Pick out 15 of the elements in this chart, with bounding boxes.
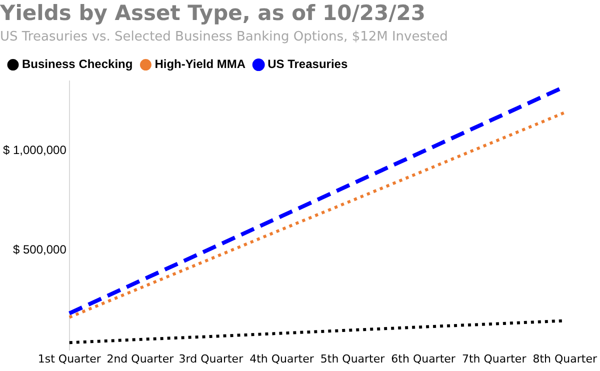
x-tick-label: 4th Quarter bbox=[250, 352, 314, 366]
x-tick-label: 3rd Quarter bbox=[178, 352, 244, 366]
legend-label: US Treasuries bbox=[268, 57, 348, 72]
y-tick-label: $ 1,000,000 bbox=[2, 142, 67, 157]
legend-label: Business Checking bbox=[22, 57, 133, 72]
chart-title: Yields by Asset Type, as of 10/23/23 bbox=[0, 1, 426, 26]
chart-subtitle: US Treasuries vs. Selected Business Banking Options, $12M Invested bbox=[0, 29, 448, 44]
x-tick-label: 2nd Quarter bbox=[106, 352, 174, 366]
x-tick-label: 1st Quarter bbox=[38, 352, 102, 366]
x-tick-label: 8th Quarter bbox=[532, 352, 598, 366]
x-tick-label: 7th Quarter bbox=[462, 352, 527, 366]
y-tick-label: $ 500,000 bbox=[13, 242, 67, 256]
x-tick-label: 6th Quarter bbox=[391, 352, 456, 366]
legend-label: High-Yield MMA bbox=[154, 57, 246, 72]
x-tick-label: 5th Quarter bbox=[320, 352, 386, 366]
